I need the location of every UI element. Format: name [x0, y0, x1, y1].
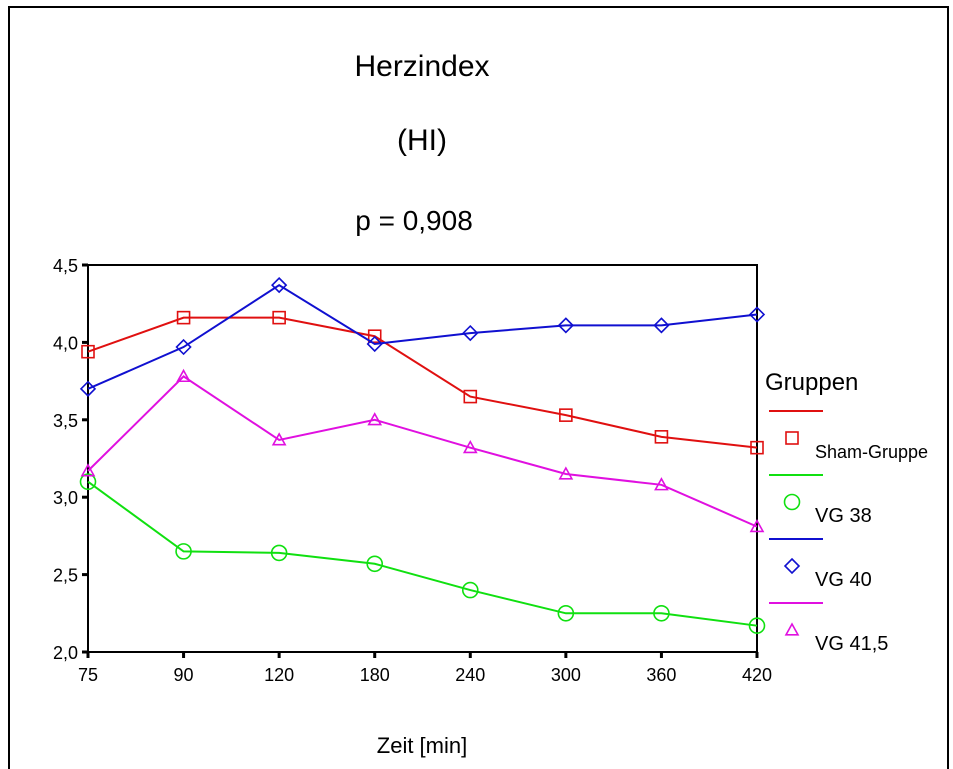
data-point-diamond: [366, 335, 383, 353]
data-point-square: [559, 408, 573, 422]
y-axis: 2,0 2,5 3,0 3,5 4,0 4,5: [53, 256, 88, 663]
data-point-diamond: [783, 557, 801, 575]
series-line: [87, 375, 758, 528]
data-point-triangle: [176, 368, 191, 383]
data-point-circle: [175, 543, 192, 560]
data-point-circle: [653, 604, 670, 622]
data-point-square: [654, 430, 669, 444]
series-vg-41-5: [80, 368, 765, 533]
data-point-circle: [783, 493, 801, 511]
y-tick-label: 2,0: [53, 643, 78, 663]
x-tick-label: 120: [264, 665, 294, 685]
legend-label: Sham-Gruppe: [815, 442, 928, 462]
data-point-diamond: [79, 380, 97, 397]
data-point-diamond: [748, 306, 766, 323]
data-point-diamond: [557, 317, 574, 334]
data-point-circle: [270, 544, 288, 562]
y-tick-label: 2,5: [53, 566, 78, 586]
data-point-diamond: [271, 276, 288, 294]
data-point-circle: [79, 473, 97, 491]
data-point-triangle: [271, 432, 287, 446]
data-point-circle: [366, 555, 384, 573]
series-line: [87, 283, 758, 390]
legend-item: VG 38: [769, 474, 872, 527]
data-point-square: [367, 329, 382, 344]
x-axis: 75 90 120 180 240 300 360 420: [78, 652, 772, 685]
y-tick-label: 4,5: [53, 256, 78, 276]
data-point-square: [272, 310, 286, 325]
legend-item: VG 40: [769, 538, 872, 591]
y-tick-label: 3,0: [53, 488, 78, 508]
data-point-circle: [461, 581, 479, 599]
data-point-triangle: [784, 622, 800, 636]
data-point-triangle: [558, 466, 574, 480]
legend: Gruppen Sham-Gruppe VG 38 VG 40 VG 41,5: [765, 369, 928, 655]
series-layer: [79, 276, 766, 634]
data-point-square: [750, 440, 764, 455]
data-point-square: [176, 310, 191, 325]
series-line: [87, 316, 758, 449]
legend-label: VG 40: [815, 569, 872, 591]
p-value-annotation: p = 0,908: [355, 205, 473, 236]
data-point-diamond: [175, 338, 192, 356]
data-point-triangle: [749, 518, 765, 533]
x-tick-label: 300: [551, 665, 581, 685]
data-point-diamond: [462, 324, 479, 342]
x-tick-label: 420: [742, 665, 772, 685]
data-point-circle: [557, 604, 575, 622]
data-point-triangle: [80, 463, 96, 477]
chart-subtitle: (HI): [397, 124, 447, 157]
y-tick-label: 3,5: [53, 411, 78, 431]
chart-title: Herzindex: [354, 50, 489, 83]
legend-label: VG 38: [815, 505, 872, 527]
y-tick-label: 4,0: [53, 333, 78, 353]
series-vg-40: [79, 276, 766, 397]
legend-title: Gruppen: [765, 369, 858, 396]
x-tick-label: 240: [455, 665, 485, 685]
x-tick-label: 75: [78, 665, 98, 685]
plot-area: [87, 264, 758, 653]
legend-label: VG 41,5: [815, 633, 888, 655]
data-point-square: [785, 431, 799, 445]
data-point-triangle: [367, 412, 383, 426]
x-tick-label: 90: [174, 665, 194, 685]
data-point-triangle: [462, 440, 478, 454]
data-point-square: [463, 389, 478, 404]
data-point-triangle: [654, 477, 669, 491]
series-sham-gruppe: [81, 310, 764, 455]
legend-item: VG 41,5: [769, 602, 888, 655]
series-vg-38: [79, 473, 766, 634]
series-line: [87, 480, 758, 627]
data-point-square: [81, 344, 95, 359]
data-point-diamond: [653, 317, 670, 334]
data-point-circle: [748, 617, 766, 634]
outer-border: [8, 6, 949, 769]
x-axis-label: Zeit [min]: [377, 733, 467, 758]
legend-item: Sham-Gruppe: [769, 410, 928, 462]
x-tick-label: 360: [646, 665, 676, 685]
x-tick-label: 180: [360, 665, 390, 685]
